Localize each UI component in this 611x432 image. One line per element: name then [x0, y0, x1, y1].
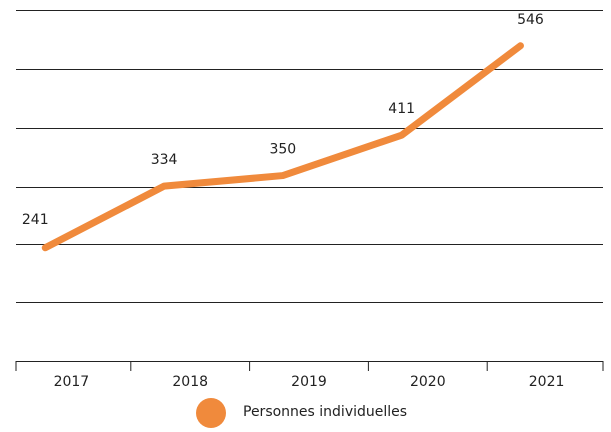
legend-swatch	[196, 398, 226, 428]
line	[41, 42, 524, 252]
gridlines	[16, 10, 603, 362]
x-tick-label: 2017	[54, 374, 90, 390]
x-tick-label: 2019	[291, 374, 327, 390]
data-label: 241	[22, 212, 49, 228]
legend-label: Personnes individuelles	[243, 404, 407, 420]
x-tick-label: 2018	[172, 374, 208, 390]
x-tick-label: 2020	[410, 374, 446, 390]
x-tick-label: 2021	[529, 374, 565, 390]
data-label: 350	[269, 142, 296, 158]
data-label: 546	[517, 12, 544, 28]
data-label: 334	[151, 152, 178, 168]
data-label: 411	[388, 101, 415, 117]
